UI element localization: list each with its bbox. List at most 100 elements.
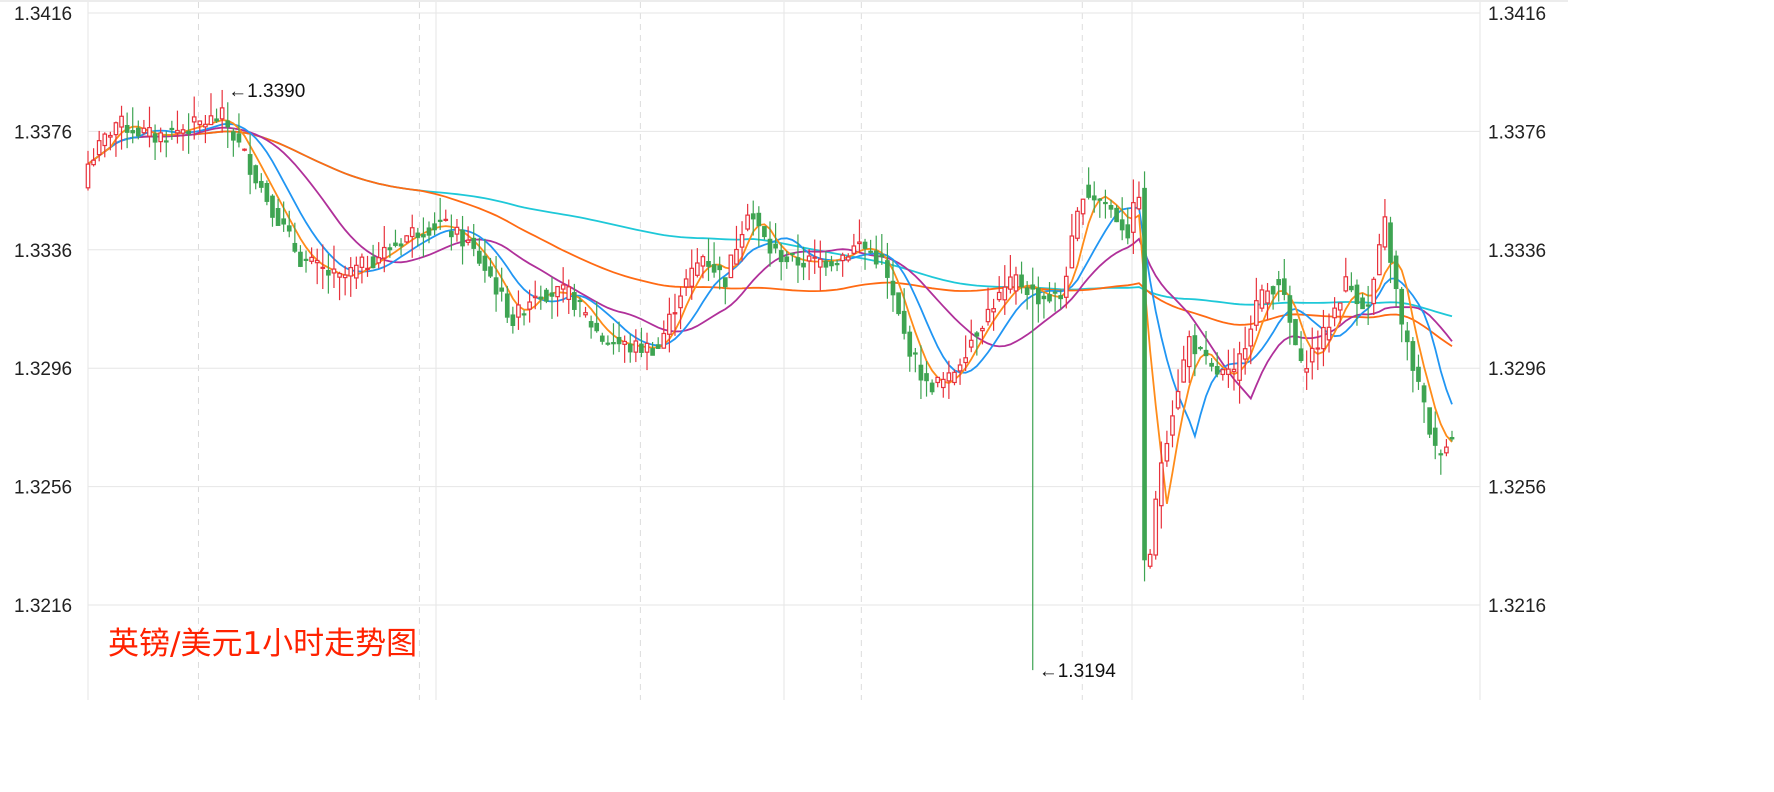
candle-body xyxy=(1203,349,1209,357)
gbpusd-hourly-chart: 1.3416 1.3416 1.3376 1.3376 1.3336 1.3336 1.32… xyxy=(0,0,1568,700)
candle-body xyxy=(1136,196,1142,210)
candle-body xyxy=(147,127,152,137)
candle-body xyxy=(1153,498,1159,556)
ma60-line xyxy=(87,130,1453,347)
y-tick-label-left: 1.3216 xyxy=(14,596,72,617)
candle-body xyxy=(231,131,236,141)
candle-body xyxy=(577,299,583,303)
candle-body xyxy=(544,289,549,302)
candle-body xyxy=(1002,286,1008,301)
candle-body xyxy=(845,256,851,261)
candle-body xyxy=(767,238,773,254)
candle-body xyxy=(415,232,421,238)
candle-body xyxy=(1399,288,1405,325)
candle-body xyxy=(516,304,521,318)
low-price-annotation: ←1.3194 xyxy=(1039,661,1117,682)
candle-body xyxy=(700,256,706,267)
candle-body xyxy=(952,371,957,384)
candle-body xyxy=(521,313,527,316)
candle-body xyxy=(890,280,896,296)
candle-body xyxy=(1287,295,1293,323)
ma5-line xyxy=(87,119,1453,504)
candle-body xyxy=(834,262,840,266)
y-tick-label-right: 1.3296 xyxy=(1488,359,1546,380)
candle-body xyxy=(471,237,477,249)
candle-body xyxy=(1220,369,1226,376)
candle-body xyxy=(644,342,650,353)
candle-body xyxy=(270,195,275,218)
candle-body xyxy=(980,327,985,332)
candle-body xyxy=(359,256,365,268)
candle-body xyxy=(342,274,348,279)
candle-body xyxy=(1265,290,1270,304)
candle-body xyxy=(622,340,627,345)
candle-body xyxy=(1052,291,1058,294)
candle-body xyxy=(219,107,225,120)
candle-body xyxy=(1349,285,1354,291)
candle-body xyxy=(806,255,812,262)
candle-body xyxy=(1388,222,1393,263)
candle-body xyxy=(1343,276,1349,292)
candle-body xyxy=(560,284,566,290)
candle-body xyxy=(639,343,644,353)
candle-body xyxy=(555,285,560,298)
candle-body xyxy=(186,130,191,135)
candle-body xyxy=(968,339,974,348)
candle-body xyxy=(1170,415,1175,436)
candle-body xyxy=(264,183,270,202)
candle-body xyxy=(655,344,661,349)
y-tick-label-left: 1.3336 xyxy=(14,241,72,262)
candle-body xyxy=(1175,390,1181,409)
candle-body xyxy=(616,336,622,345)
candle-body xyxy=(286,225,292,232)
candle-body xyxy=(1181,359,1187,383)
candle-body xyxy=(918,364,924,381)
candle-body xyxy=(119,115,124,128)
y-tick-label-right: 1.3256 xyxy=(1488,478,1546,499)
candle-body xyxy=(1186,336,1192,368)
candle-body xyxy=(409,227,415,238)
candle-body xyxy=(141,127,147,134)
candle-body xyxy=(225,120,231,128)
ma10-line xyxy=(87,122,1453,440)
candle-body xyxy=(1086,184,1091,198)
candle-body xyxy=(236,133,242,143)
candle-body xyxy=(85,163,91,189)
candle-body xyxy=(175,129,180,134)
candle-body xyxy=(611,341,616,345)
candle-body xyxy=(1393,255,1399,290)
candle-body xyxy=(331,268,337,274)
candle-body xyxy=(482,255,488,271)
candle-body xyxy=(1231,368,1237,373)
candle-body xyxy=(784,256,790,263)
candle-body xyxy=(1376,244,1382,276)
candle-body xyxy=(1080,198,1086,215)
candle-body xyxy=(605,342,611,345)
candle-body xyxy=(398,243,404,247)
candle-body xyxy=(191,116,197,123)
candle-body xyxy=(1315,347,1321,350)
y-tick-label-left: 1.3376 xyxy=(14,122,72,143)
candle-body xyxy=(113,122,119,136)
candle-body xyxy=(1438,453,1444,456)
candle-body xyxy=(476,250,482,264)
candle-body xyxy=(1041,295,1047,300)
candle-body xyxy=(1444,446,1449,454)
candle-body xyxy=(1293,319,1298,346)
candle-body xyxy=(538,296,544,300)
candle-body xyxy=(532,295,538,299)
y-tick-label-right: 1.3216 xyxy=(1488,596,1546,617)
candle-body xyxy=(1198,346,1203,350)
candle-body xyxy=(913,352,918,355)
candle-body xyxy=(728,254,734,279)
candle-body xyxy=(885,260,890,278)
candle-body xyxy=(940,378,946,389)
candle-body xyxy=(1281,278,1287,295)
y-tick-label-right: 1.3376 xyxy=(1488,122,1546,143)
candle-body xyxy=(722,277,728,288)
candle-body xyxy=(661,332,667,349)
candle-body xyxy=(1404,330,1410,343)
candle-body xyxy=(862,241,868,249)
candle-body xyxy=(963,357,968,364)
candle-body xyxy=(460,230,465,247)
